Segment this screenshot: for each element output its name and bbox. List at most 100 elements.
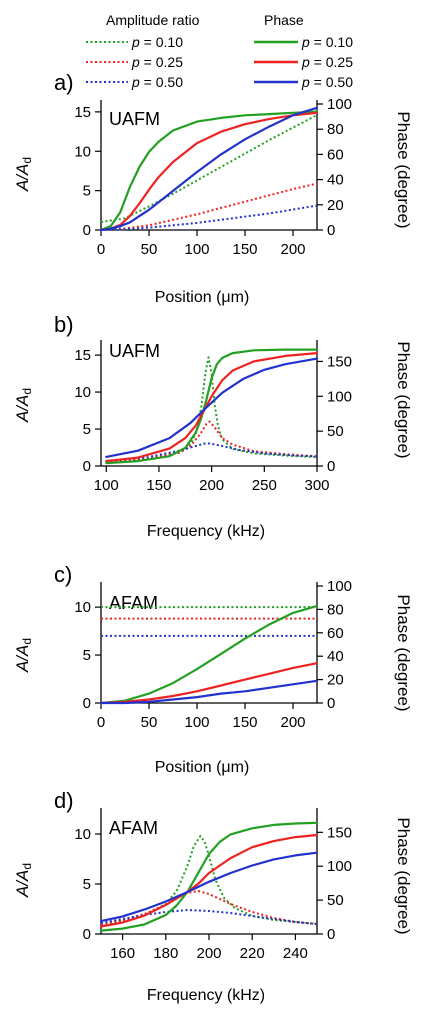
panel-b-ytick-label: 10 [74,384,91,401]
panel-c-xtick-label: 200 [280,714,305,731]
panel-a-y2tick-label: 0 [327,222,335,239]
panel-b: b) UAFM A/Ad Phase (degree) Frequency (k… [13,312,413,540]
panel-b-xtick-label: 150 [146,477,171,494]
panel-b-label: b) [54,312,74,337]
panel-c: c) AFAM A/Ad Phase (degree) Position (μm… [13,562,413,776]
panel-a-series-amplitude-010 [100,114,318,224]
legend: Amplitude ratio Phase p = 0.10 p = 0.25 … [86,12,353,90]
panel-d-series-phase-025 [99,833,319,928]
panel-a-title: UAFM [109,109,160,129]
panel-b-xtick-label: 300 [304,477,329,494]
panel-b-ytick-label: 5 [83,421,91,438]
panel-b-xtick-label: 250 [252,477,277,494]
panel-a-xlabel: Position (μm) [155,289,250,306]
panel-d-ytick-label: 5 [83,876,91,893]
panel-c-xtick-label: 100 [184,714,209,731]
panel-a-series-amplitude-025 [100,182,318,231]
panel-b-y2tick-label: 50 [327,423,344,440]
panel-a-series-phase-025 [99,111,319,232]
panel-a: a) UAFM A/Ad Phase (degree) Position (μm… [13,70,413,306]
legend-header-amplitude: Amplitude ratio [106,12,200,28]
panel-c-xtick-label: 50 [141,714,158,731]
panel-d-ytick-label: 0 [83,926,91,943]
panel-a-y2tick-label: 40 [327,172,344,189]
panel-b-y2tick-label: 150 [327,353,352,370]
panel-a-ytick-label: 5 [83,183,91,200]
panel-a-ytick-label: 0 [83,222,91,239]
panel-c-y2tick-label: 20 [327,672,344,689]
panel-b-y2tick-label: 0 [327,458,335,475]
panel-a-y2tick-label: 100 [327,96,352,113]
panel-b-ylabel: A/Ad [13,388,34,423]
panel-b-xlabel: Frequency (kHz) [147,523,265,540]
panel-d-y2tick-label: 0 [327,926,335,943]
panel-b-series-phase-050 [105,357,319,458]
panel-d-y2tick-label: 100 [327,858,352,875]
panel-a-xtick-label: 100 [184,241,209,258]
panel-d-series-amplitude-050 [100,909,318,925]
panel-a-series-phase-010 [99,110,319,232]
panel-c-series-phase-050 [99,679,319,705]
panel-c-y2label: Phase (degree) [394,594,413,711]
panel-a-series-phase-050 [99,106,319,232]
panel-d-series-phase-050 [99,851,319,923]
panel-d-y2tick-label: 50 [327,892,344,909]
panel-c-series-phase-010 [99,604,319,705]
panel-a-ylabel: A/Ad [13,157,34,192]
panel-c-y2tick-label: 40 [327,648,344,665]
panel-c-ytick-label: 5 [83,647,91,664]
legend-label-phase-p050: p = 0.50 [301,74,353,90]
panel-d-xlabel: Frequency (kHz) [147,987,265,1004]
panel-b-xtick-label: 100 [94,477,119,494]
panel-a-series-amplitude-050 [100,204,318,231]
panel-d-series-phase-010 [99,821,319,932]
panel-c-y2tick-label: 80 [327,601,344,618]
panel-b-xtick-label: 200 [199,477,224,494]
panel-d-ytick-label: 10 [74,826,91,843]
panel-a-xtick-label: 50 [141,241,158,258]
panel-c-title: AFAM [109,593,158,613]
panel-d-xtick-label: 180 [153,945,178,962]
panel-c-ytick-label: 0 [83,695,91,712]
panel-a-y2tick-label: 80 [327,121,344,138]
panel-d-xtick-label: 160 [110,945,135,962]
panel-b-series-phase-010 [105,348,319,465]
panel-a-y2label: Phase (degree) [394,111,413,228]
panel-c-xtick-label: 150 [232,714,257,731]
panel-c-xlabel: Position (μm) [155,759,250,776]
panel-c-xtick-label: 0 [97,714,105,731]
legend-label-phase-p010: p = 0.10 [301,34,353,50]
panel-b-title: UAFM [109,341,160,361]
panel-b-series-amplitude-050 [106,442,318,462]
panel-d: d) AFAM A/Ad Phase (degree) Frequency (k… [13,788,413,1004]
panel-a-xtick-label: 150 [232,241,257,258]
panel-d-xtick-label: 240 [283,945,308,962]
panel-c-y2tick-label: 60 [327,625,344,642]
panel-a-label: a) [54,70,74,95]
panel-d-title: AFAM [109,818,158,838]
panel-c-ytick-label: 10 [74,599,91,616]
panel-b-series-amplitude-010 [106,356,318,463]
panel-c-label: c) [54,562,72,587]
panel-a-y2tick-label: 60 [327,146,344,163]
panel-d-xtick-label: 220 [240,945,265,962]
panel-b-series-phase-025 [105,352,319,463]
panel-d-ylabel: A/Ad [13,863,34,898]
panel-b-ytick-label: 15 [74,347,91,364]
panel-a-ytick-label: 15 [74,104,91,121]
panel-d-y2tick-label: 150 [327,824,352,841]
panel-b-ytick-label: 0 [83,458,91,475]
panel-c-y2tick-label: 100 [327,578,352,595]
panel-c-y2tick-label: 0 [327,695,335,712]
panel-b-y2tick-label: 100 [327,388,352,405]
panel-b-y2label: Phase (degree) [394,341,413,458]
legend-header-phase: Phase [264,12,304,28]
panel-d-label: d) [54,788,74,813]
panel-d-xtick-label: 200 [196,945,221,962]
panel-a-ytick-label: 10 [74,143,91,160]
